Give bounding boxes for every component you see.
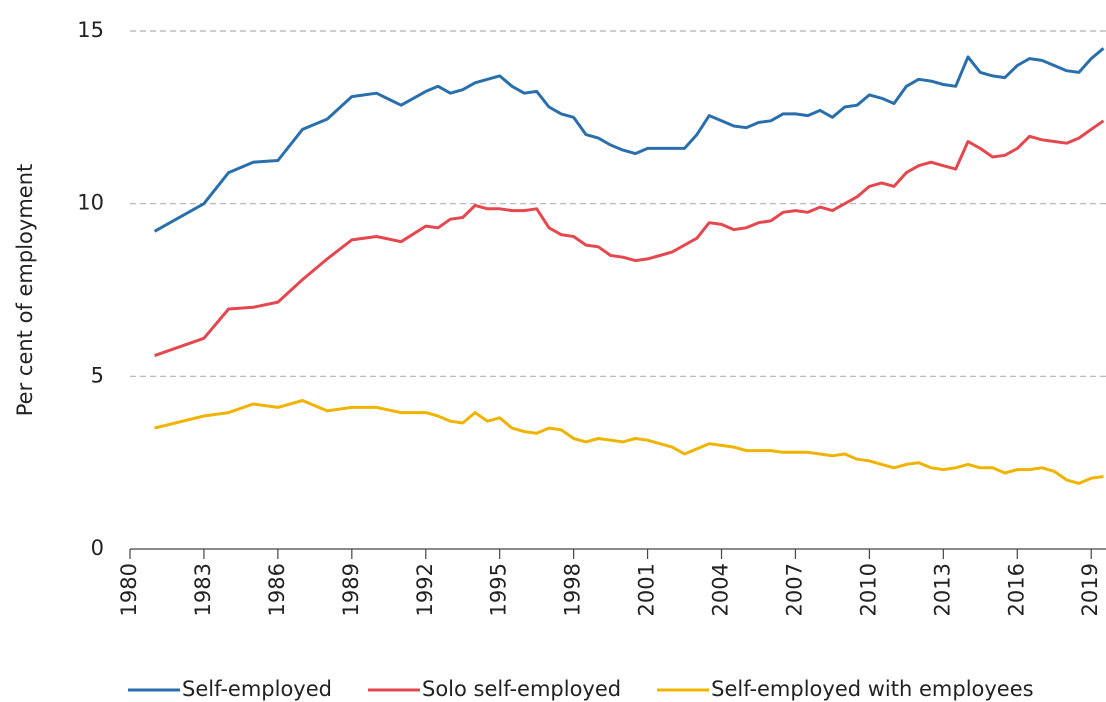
x-tick-label: 1986: [265, 563, 289, 616]
y-tick-label: 5: [91, 363, 104, 387]
legend-label: Solo self-employed: [422, 677, 621, 701]
x-tick-label: 1995: [487, 563, 511, 616]
x-tick-label: 1992: [413, 563, 437, 616]
y-axis-label: Per cent of employment: [13, 164, 37, 416]
legend-label: Self-employed: [182, 677, 332, 701]
x-tick-label: 2013: [930, 563, 954, 616]
y-tick-label: 0: [91, 536, 104, 560]
series-line: [154, 399, 1104, 485]
x-tick-label: 2007: [782, 563, 806, 616]
x-tick-label: 2019: [1078, 563, 1102, 616]
series-line: [153, 47, 1105, 233]
y-tick-label: 10: [77, 191, 104, 215]
x-tick-label: 1983: [191, 563, 215, 616]
legend-label: Self-employed with employees: [711, 677, 1033, 701]
y-tick-label: 15: [77, 18, 104, 42]
x-tick-label: 2001: [635, 563, 659, 616]
x-tick-label: 2004: [709, 563, 733, 616]
x-tick-label: 1980: [117, 563, 141, 616]
series-line: [154, 119, 1105, 358]
x-tick-label: 2010: [856, 563, 880, 616]
x-tick-label: 1998: [561, 563, 585, 616]
x-tick-label: 2016: [1004, 563, 1028, 616]
x-tick-label: 1989: [339, 563, 363, 616]
